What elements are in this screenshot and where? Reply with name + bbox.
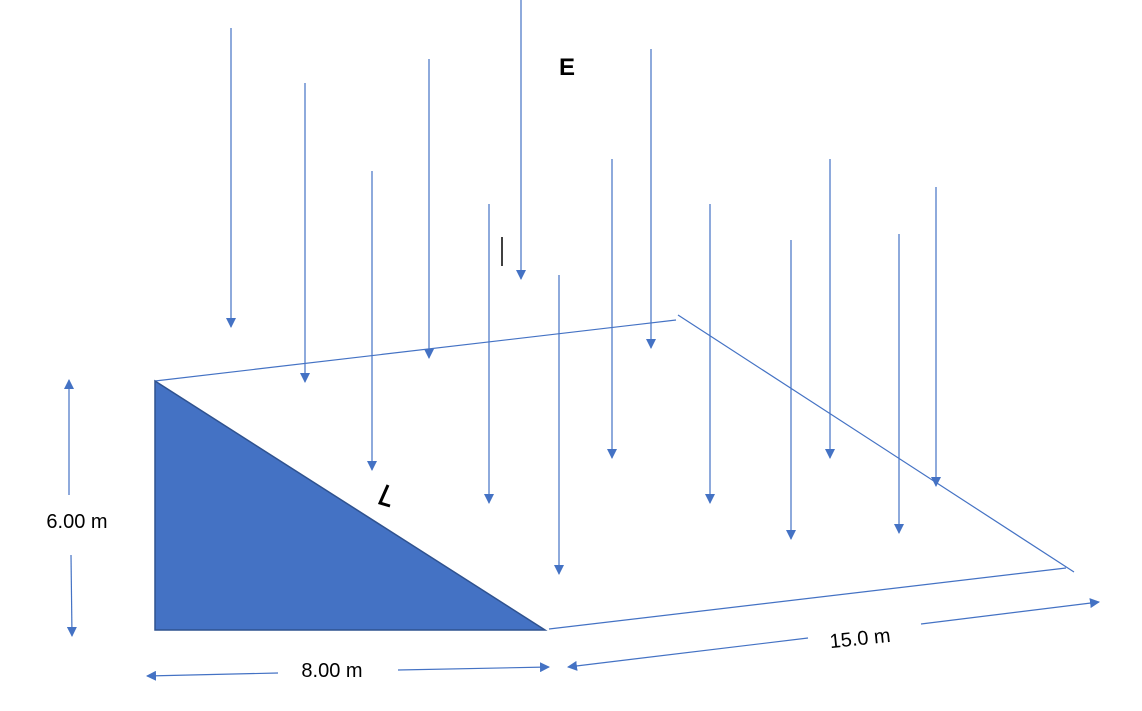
field-arrows bbox=[226, 0, 941, 575]
depth-label: 15.0 m bbox=[829, 625, 892, 653]
bottom-front-edge bbox=[548, 567, 1067, 630]
height-arrow-down bbox=[66, 554, 77, 637]
angle-marker bbox=[377, 484, 391, 508]
base-arrow-right bbox=[397, 662, 550, 673]
right-slope-edge bbox=[677, 314, 1075, 573]
top-back-edge bbox=[154, 319, 677, 382]
height-label: 6.00 m bbox=[46, 511, 107, 533]
field-label: E bbox=[559, 54, 575, 81]
depth-dimension bbox=[567, 598, 1100, 671]
depth-arrow-right bbox=[920, 598, 1100, 625]
base-arrow-left bbox=[146, 670, 279, 681]
base-label: 8.00 m bbox=[301, 660, 362, 682]
wedge-outline bbox=[154, 314, 1075, 630]
base-dimension bbox=[146, 662, 550, 681]
depth-arrow-left bbox=[567, 637, 809, 671]
height-dimension bbox=[64, 379, 77, 637]
wedge-triangle-face bbox=[154, 379, 548, 631]
